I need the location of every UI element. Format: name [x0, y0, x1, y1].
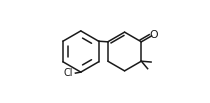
Text: O: O	[149, 30, 158, 40]
Text: Cl: Cl	[63, 68, 73, 78]
